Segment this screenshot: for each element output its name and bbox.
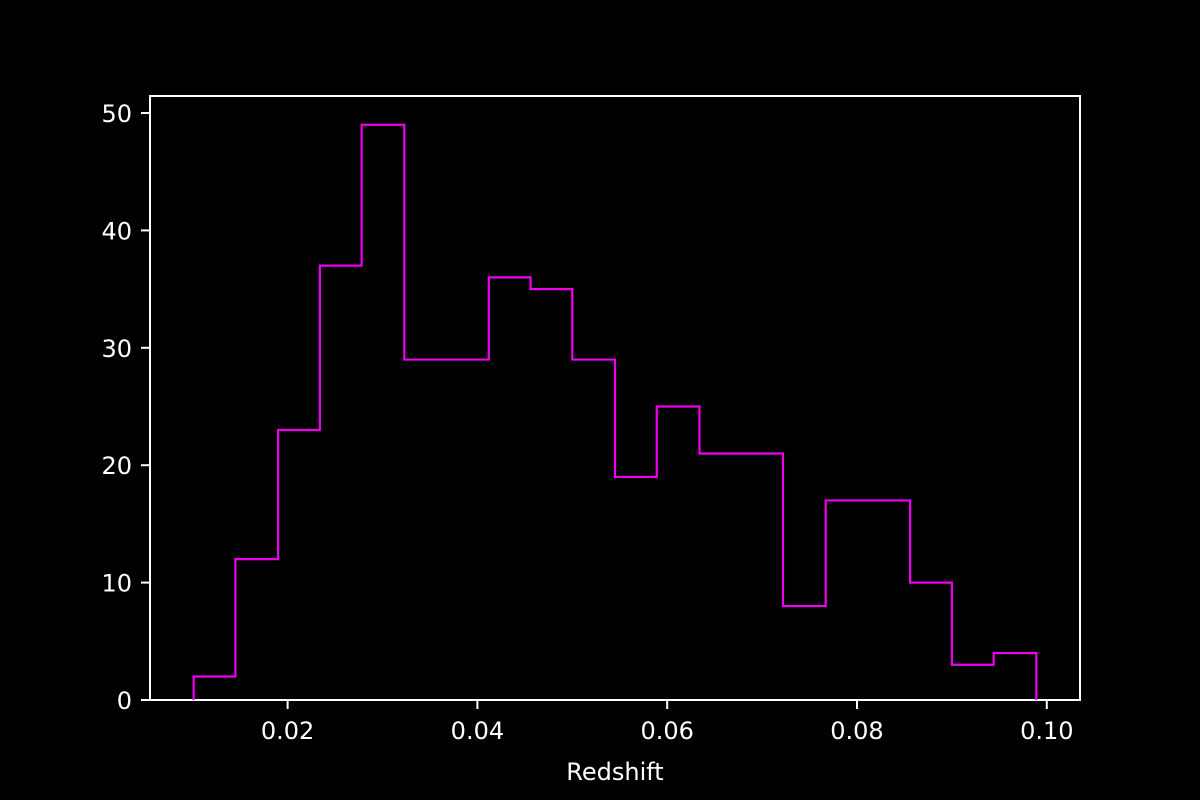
y-tick-label: 0 — [117, 687, 132, 715]
y-tick-label: 30 — [101, 335, 132, 363]
x-tick-label: 0.06 — [640, 717, 693, 745]
x-tick-label: 0.02 — [261, 717, 314, 745]
x-tick-label: 0.08 — [830, 717, 883, 745]
y-tick-label: 20 — [101, 452, 132, 480]
x-tick-label: 0.04 — [451, 717, 504, 745]
x-tick-label: 0.10 — [1020, 717, 1073, 745]
histogram-step-line — [192, 123, 1038, 700]
y-tick-label: 50 — [101, 100, 132, 128]
y-tick-label: 10 — [101, 570, 132, 598]
axis-ticks: 0.02 0.04 0.06 0.08 0.10 0 10 20 30 40 50 — [101, 100, 1073, 745]
x-axis-label: Redshift — [566, 758, 663, 786]
y-tick-label: 40 — [101, 217, 132, 245]
